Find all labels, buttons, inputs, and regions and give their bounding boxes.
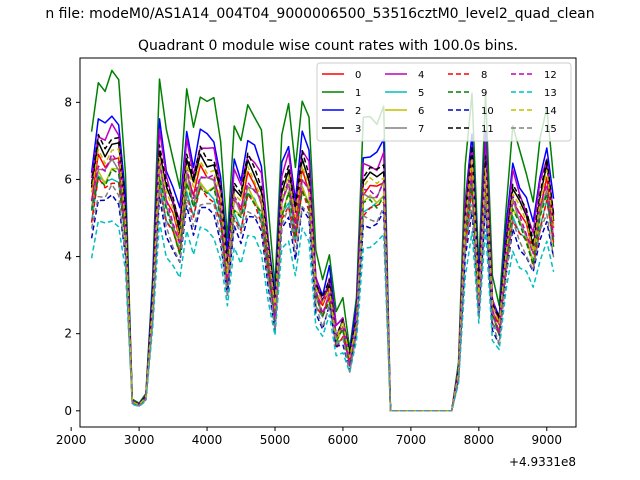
series-layer [90, 69, 555, 412]
x-tick-label: 4000 [192, 433, 223, 447]
y-tick-label: 2 [64, 327, 72, 341]
x-offset-label: +4.9331e8 [509, 455, 576, 469]
legend-label-10: 10 [481, 106, 494, 117]
series-line-14 [90, 148, 555, 412]
x-tick-label: 5000 [260, 433, 291, 447]
legend-label-13: 13 [544, 88, 557, 99]
figure-suptitle: n file: modeM0/AS1A14_004T04_9000006500_… [45, 6, 594, 22]
legend-label-7: 7 [418, 124, 424, 135]
legend-label-9: 9 [481, 88, 487, 99]
x-axis: 2000 3000 4000 5000 6000 7000 8000 9000 [56, 427, 562, 447]
x-tick-label: 2000 [56, 433, 87, 447]
legend-label-6: 6 [418, 106, 424, 117]
axes-frame [79, 57, 577, 428]
legend-label-2: 2 [355, 106, 361, 117]
legend-label-4: 4 [418, 70, 424, 81]
y-tick-label: 0 [64, 404, 72, 418]
chart-title: Quadrant 0 module wise count rates with … [138, 38, 518, 54]
series-line-10 [90, 194, 555, 412]
y-tick-label: 4 [64, 250, 72, 264]
legend-label-12: 12 [544, 70, 557, 81]
series-line-12 [90, 153, 555, 412]
legend-label-15: 15 [544, 124, 557, 135]
x-tick-label: 3000 [124, 433, 155, 447]
series-line-1 [90, 69, 555, 412]
x-tick-label: 6000 [328, 433, 359, 447]
legend-label-14: 14 [544, 106, 557, 117]
x-tick-label: 8000 [464, 433, 495, 447]
series-line-13 [90, 220, 555, 412]
legend-label-8: 8 [481, 70, 487, 81]
y-axis: 0 2 4 6 8 [64, 95, 80, 418]
y-tick-label: 8 [64, 95, 72, 109]
series-line-15 [90, 183, 555, 412]
x-tick-label: 7000 [396, 433, 427, 447]
y-tick-label: 6 [64, 172, 72, 186]
legend-label-0: 0 [355, 70, 361, 81]
legend-label-1: 1 [355, 88, 361, 99]
x-tick-label: 9000 [532, 433, 563, 447]
legend-label-3: 3 [355, 124, 361, 135]
legend-label-11: 11 [481, 124, 494, 135]
legend-label-5: 5 [418, 88, 424, 99]
legend-box [316, 62, 572, 142]
